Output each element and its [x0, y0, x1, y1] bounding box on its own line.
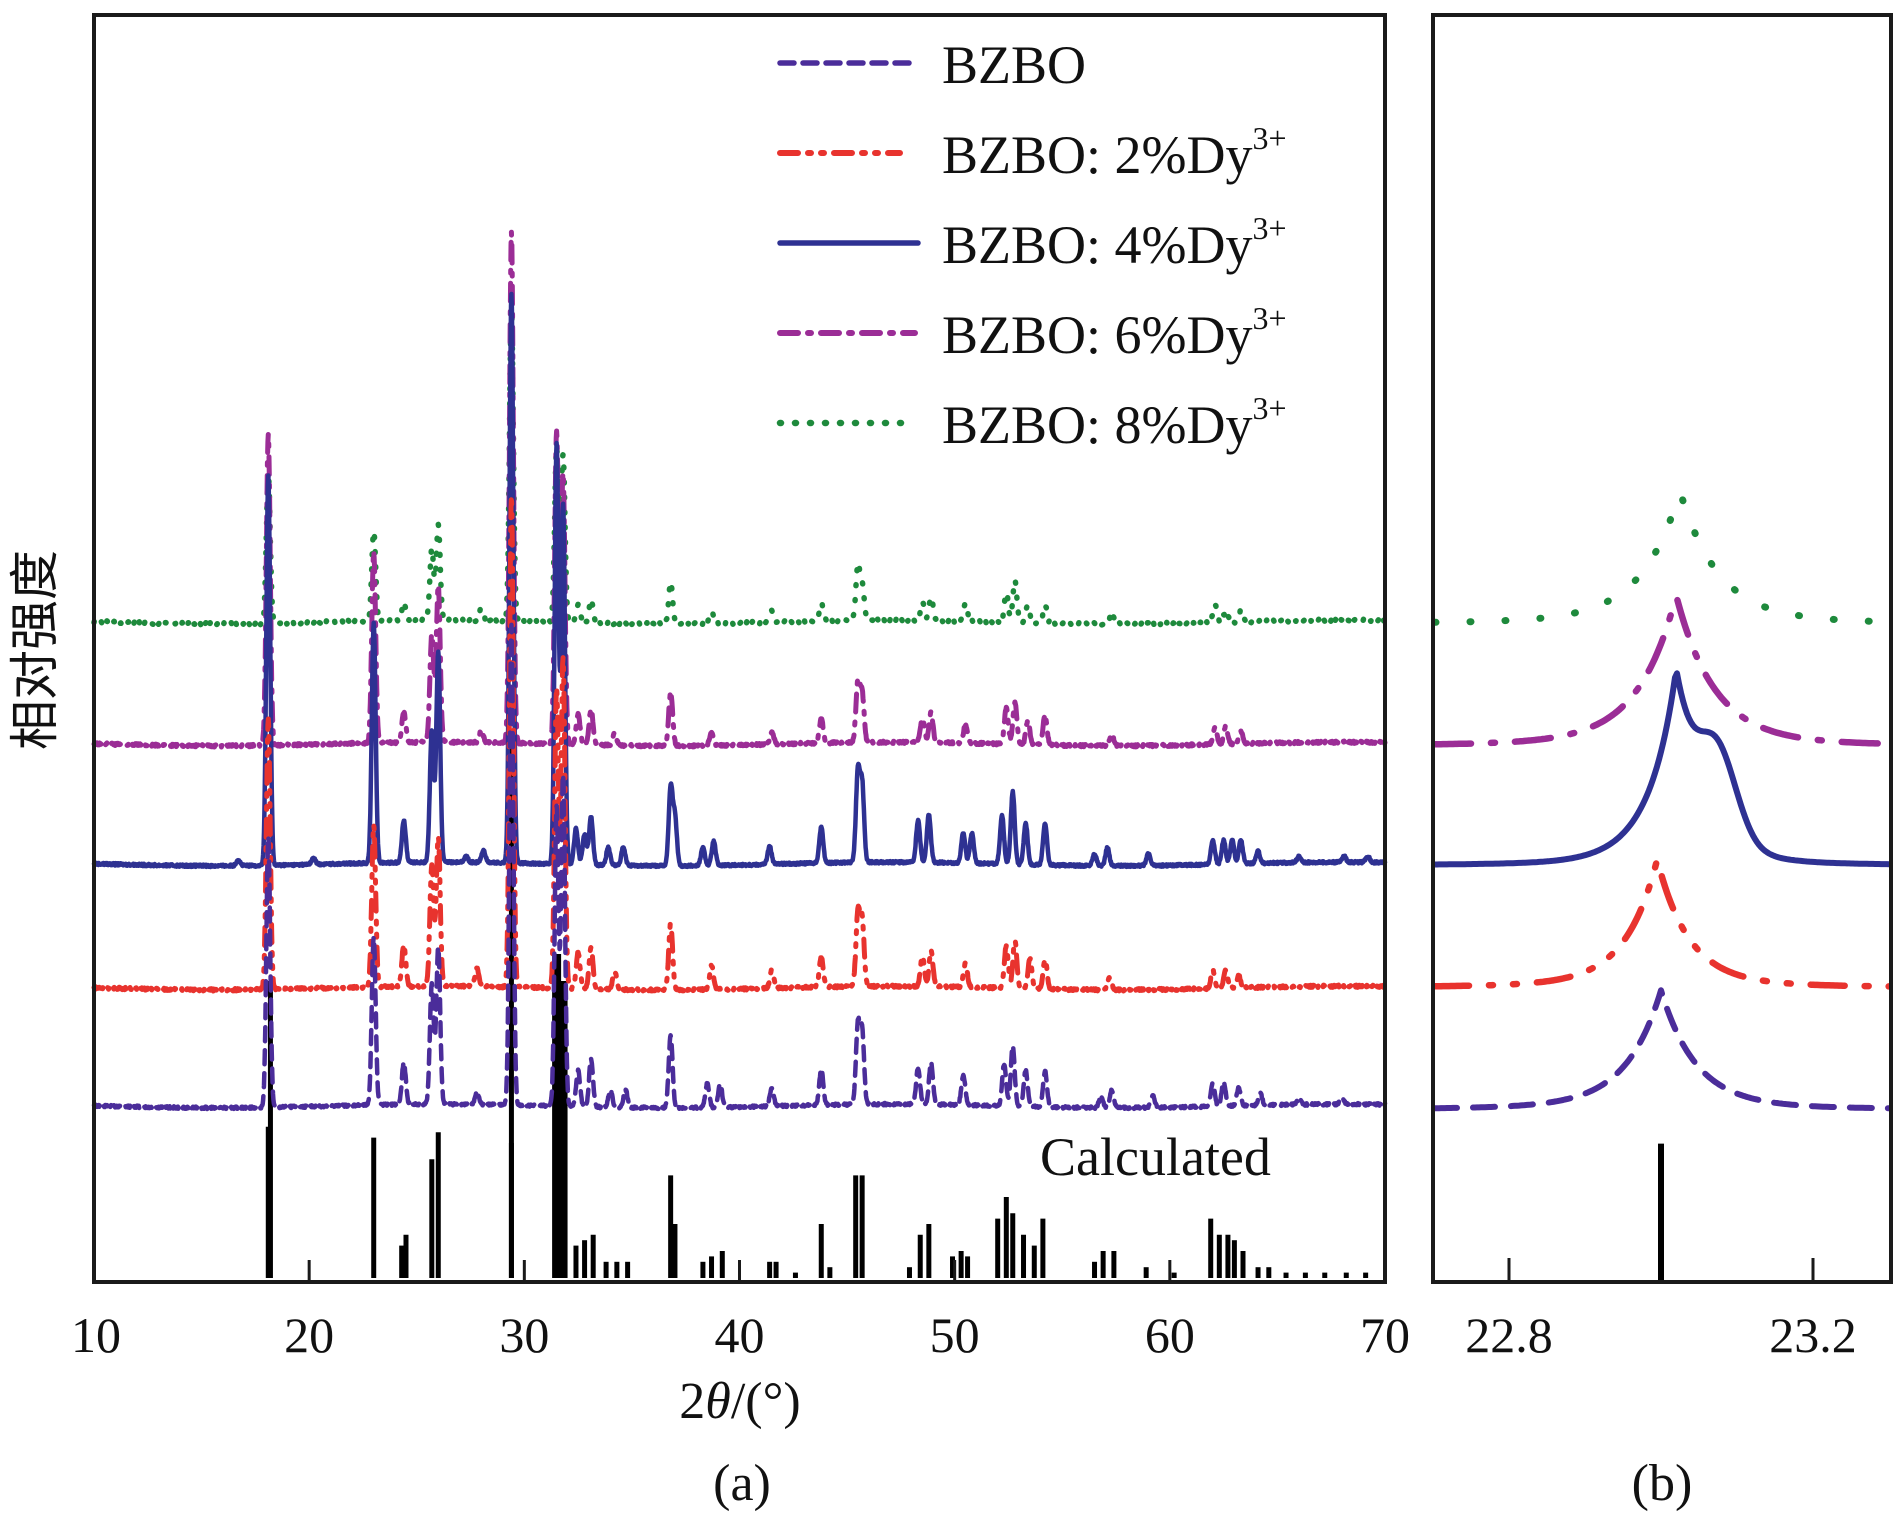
legend-item: BZBO: 6%Dy3+: [777, 300, 1287, 365]
x-tick-label-a: 20: [284, 1307, 334, 1363]
legend-item: BZBO: 2%Dy3+: [777, 120, 1287, 185]
x-axis-title: 2θ/(°): [679, 1373, 800, 1430]
x-ticks-b: 22.8 23.2: [1465, 1258, 1857, 1363]
panel-b: 22.8 23.2: [1431, 13, 1893, 1363]
legend-label: BZBO: 8%Dy3+: [942, 390, 1287, 455]
series-line-b-3: [1431, 595, 1893, 748]
series-line-b-0: [1432, 987, 1892, 1112]
x-tick-label-a: 70: [1360, 1307, 1410, 1363]
series-line-3: [91, 229, 1388, 750]
legend-item: BZBO: [777, 35, 1086, 95]
series-group: [91, 229, 1388, 1112]
plot-frame-a: [92, 13, 1387, 1284]
plot-frame-b: [1431, 13, 1893, 1284]
calculated-label: Calculated: [1040, 1127, 1271, 1187]
legend-label: BZBO: 4%Dy3+: [942, 210, 1287, 275]
legend-label: BZBO: 2%Dy3+: [942, 120, 1287, 185]
calculated-sticks: [265, 738, 1369, 1278]
series-line-4: [91, 305, 1388, 628]
x-tick-label-a: 40: [715, 1307, 765, 1363]
series-line-0: [91, 622, 1388, 1112]
legend-label: BZBO: 6%Dy3+: [942, 300, 1287, 365]
series-group-b: [1431, 491, 1893, 1112]
legend-item: BZBO: 4%Dy3+: [777, 210, 1287, 275]
x-tick-label-b: 22.8: [1465, 1307, 1553, 1363]
series-line-2: [91, 291, 1388, 870]
x-tick-label-a: 60: [1145, 1307, 1195, 1363]
panel-a: 10 20 30 40 50 60 70 Calculated: [71, 13, 1410, 1363]
panel-a-label: (a): [713, 1455, 771, 1512]
legend: BZBO BZBO: 2%Dy3+ BZBO: 4%Dy3+ BZBO: 6%Dy3+…: [776, 35, 1287, 455]
series-line-b-4: [1431, 491, 1893, 626]
legend-item: BZBO: 8%Dy3+: [776, 390, 1287, 455]
x-tick-label-b: 23.2: [1769, 1307, 1857, 1363]
legend-label: BZBO: [942, 35, 1086, 95]
series-line-b-1: [1431, 857, 1893, 990]
x-tick-label-a: 10: [71, 1307, 121, 1363]
y-axis-title: 相对强度: [6, 550, 64, 750]
x-tick-label-a: 30: [499, 1307, 549, 1363]
series-line-1: [91, 493, 1388, 994]
x-tick-label-a: 50: [930, 1307, 980, 1363]
panel-b-label: (b): [1632, 1455, 1693, 1512]
x-ticks-a: 10 20 30 40 50 60 70: [71, 1260, 1410, 1363]
series-line-b-2: [1432, 670, 1892, 868]
